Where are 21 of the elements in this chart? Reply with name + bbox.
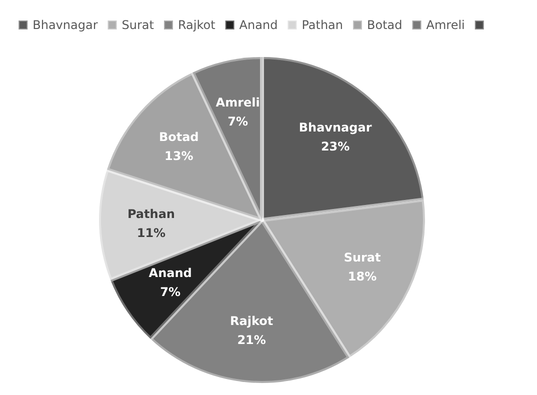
data-label: 7% bbox=[160, 284, 181, 299]
slice-label: Bhavnagar bbox=[298, 120, 372, 134]
data-label: 23% bbox=[320, 139, 350, 154]
data-label: 21% bbox=[237, 332, 266, 347]
slice-label: Amreli bbox=[216, 95, 260, 110]
data-label: 7% bbox=[228, 114, 248, 128]
slice-label: Surat bbox=[344, 250, 382, 265]
slice-label: Rajkot bbox=[230, 314, 274, 328]
slice-label: Botad bbox=[158, 130, 199, 144]
legend-label: Bhavnagar bbox=[32, 18, 98, 32]
legend-label: Rajkot bbox=[178, 18, 216, 32]
data-label: 18% bbox=[348, 270, 377, 284]
data-label: 13% bbox=[164, 149, 194, 164]
data-label: 11% bbox=[136, 226, 166, 240]
legend-label: Surat bbox=[122, 18, 154, 32]
slice-label: Pathan bbox=[127, 206, 175, 221]
legend-label: Amreli bbox=[426, 18, 465, 32]
legend-label: Pathan bbox=[302, 18, 344, 32]
slice-label: Anand bbox=[148, 266, 192, 280]
legend-label: Anand bbox=[239, 18, 278, 32]
legend-label: Botad bbox=[367, 18, 402, 32]
